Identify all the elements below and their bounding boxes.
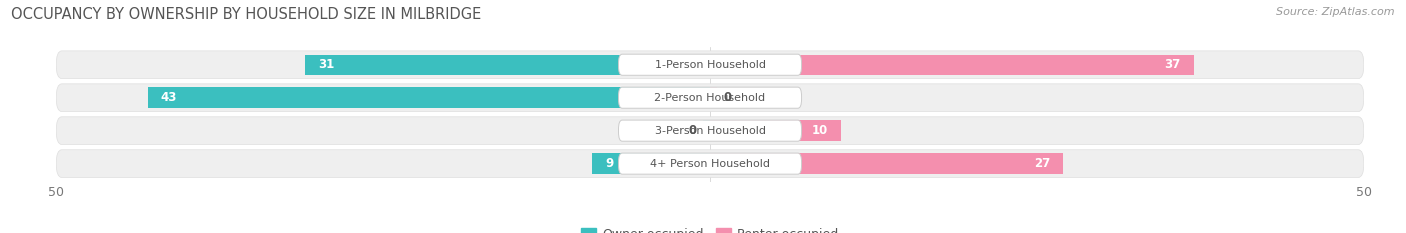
Text: 2-Person Household: 2-Person Household: [654, 93, 766, 103]
FancyBboxPatch shape: [619, 153, 801, 174]
Text: OCCUPANCY BY OWNERSHIP BY HOUSEHOLD SIZE IN MILBRIDGE: OCCUPANCY BY OWNERSHIP BY HOUSEHOLD SIZE…: [11, 7, 481, 22]
Text: 31: 31: [318, 58, 335, 71]
FancyBboxPatch shape: [56, 117, 1364, 144]
Bar: [305, 55, 710, 75]
Text: 4+ Person Household: 4+ Person Household: [650, 159, 770, 169]
Text: 3-Person Household: 3-Person Household: [655, 126, 765, 136]
Bar: [148, 87, 710, 108]
FancyBboxPatch shape: [56, 51, 1364, 79]
Text: 1-Person Household: 1-Person Household: [655, 60, 765, 70]
FancyBboxPatch shape: [56, 84, 1364, 112]
FancyBboxPatch shape: [619, 87, 801, 108]
Bar: [592, 153, 710, 174]
FancyBboxPatch shape: [619, 120, 801, 141]
FancyBboxPatch shape: [56, 150, 1364, 178]
Text: 0: 0: [689, 124, 697, 137]
Text: Source: ZipAtlas.com: Source: ZipAtlas.com: [1277, 7, 1395, 17]
Text: 9: 9: [606, 157, 613, 170]
Bar: [703, 120, 710, 141]
Legend: Owner-occupied, Renter-occupied: Owner-occupied, Renter-occupied: [575, 223, 845, 233]
Text: 43: 43: [160, 91, 177, 104]
Text: 37: 37: [1164, 58, 1181, 71]
Bar: [710, 153, 1063, 174]
Bar: [710, 55, 1194, 75]
Bar: [710, 87, 717, 108]
Text: 10: 10: [811, 124, 828, 137]
FancyBboxPatch shape: [619, 54, 801, 75]
Text: 27: 27: [1033, 157, 1050, 170]
Bar: [710, 120, 841, 141]
Text: 0: 0: [723, 91, 731, 104]
